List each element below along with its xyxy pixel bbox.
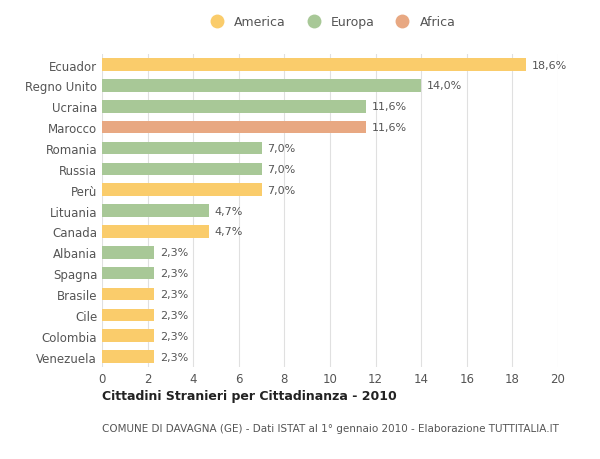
Text: 18,6%: 18,6% xyxy=(532,61,567,71)
Text: 2,3%: 2,3% xyxy=(160,248,188,258)
Text: 4,7%: 4,7% xyxy=(215,206,243,216)
Text: 2,3%: 2,3% xyxy=(160,289,188,299)
Text: 7,0%: 7,0% xyxy=(268,164,296,174)
Bar xyxy=(102,80,421,93)
Bar xyxy=(102,351,154,363)
Text: 2,3%: 2,3% xyxy=(160,269,188,279)
Bar xyxy=(102,309,154,321)
Bar xyxy=(102,101,367,113)
Bar xyxy=(102,267,154,280)
Bar xyxy=(102,142,262,155)
Text: 14,0%: 14,0% xyxy=(427,81,462,91)
Text: 4,7%: 4,7% xyxy=(215,227,243,237)
Text: 11,6%: 11,6% xyxy=(372,102,407,112)
Bar xyxy=(102,184,262,196)
Bar xyxy=(102,330,154,342)
Bar xyxy=(102,122,367,134)
Text: 7,0%: 7,0% xyxy=(268,185,296,196)
Bar xyxy=(102,226,209,238)
Legend: America, Europa, Africa: America, Europa, Africa xyxy=(199,11,461,34)
Text: 7,0%: 7,0% xyxy=(268,144,296,154)
Text: COMUNE DI DAVAGNA (GE) - Dati ISTAT al 1° gennaio 2010 - Elaborazione TUTTITALIA: COMUNE DI DAVAGNA (GE) - Dati ISTAT al 1… xyxy=(102,424,559,433)
Bar xyxy=(102,205,209,218)
Bar xyxy=(102,59,526,72)
Bar xyxy=(102,246,154,259)
Text: 2,3%: 2,3% xyxy=(160,310,188,320)
Bar xyxy=(102,288,154,301)
Text: Cittadini Stranieri per Cittadinanza - 2010: Cittadini Stranieri per Cittadinanza - 2… xyxy=(102,389,397,403)
Text: 2,3%: 2,3% xyxy=(160,352,188,362)
Bar xyxy=(102,163,262,176)
Text: 11,6%: 11,6% xyxy=(372,123,407,133)
Text: 2,3%: 2,3% xyxy=(160,331,188,341)
